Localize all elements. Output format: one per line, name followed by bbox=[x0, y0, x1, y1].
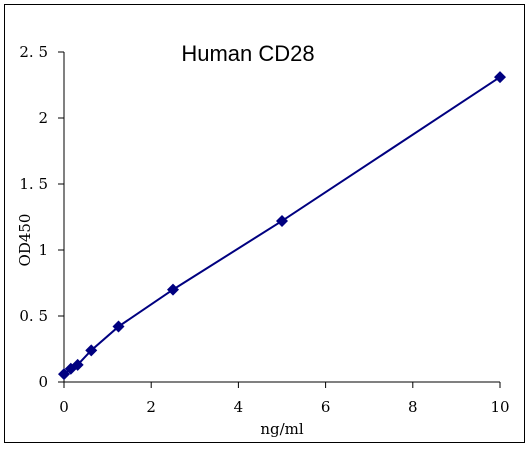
data-point-diamond bbox=[494, 71, 506, 84]
x-tick-label: 2 bbox=[146, 398, 156, 416]
data-point-diamond bbox=[112, 320, 125, 333]
axes: 0 0. 5 1 1. 5 2 2. 5 0 2 4 6 8 10 bbox=[19, 43, 509, 416]
x-tick-label: 0 bbox=[59, 398, 69, 416]
series-layer bbox=[58, 71, 506, 381]
chart-frame bbox=[4, 4, 525, 443]
data-point-diamond bbox=[276, 214, 288, 227]
x-tick-label: 10 bbox=[490, 398, 509, 416]
x-tick-label: 4 bbox=[234, 398, 244, 416]
y-tick-label: 0. 5 bbox=[19, 307, 48, 325]
data-point-diamond bbox=[71, 358, 84, 371]
x-tick-label: 8 bbox=[408, 398, 418, 416]
y-tick-label: 2. 5 bbox=[19, 43, 48, 61]
y-tick-label: 1. 5 bbox=[19, 175, 48, 193]
y-tick-label: 2 bbox=[38, 109, 48, 127]
y-axis-title: OD450 bbox=[16, 214, 34, 267]
data-point-diamond bbox=[58, 368, 70, 381]
y-tick-label: 0 bbox=[38, 373, 48, 391]
x-axis-title: ng/ml bbox=[260, 420, 304, 438]
data-point-diamond bbox=[167, 283, 179, 296]
data-point-diamond bbox=[85, 344, 98, 357]
x-tick-label: 6 bbox=[321, 398, 331, 416]
chart-title: Human CD28 bbox=[181, 41, 314, 66]
y-tick-label: 1 bbox=[38, 241, 48, 259]
